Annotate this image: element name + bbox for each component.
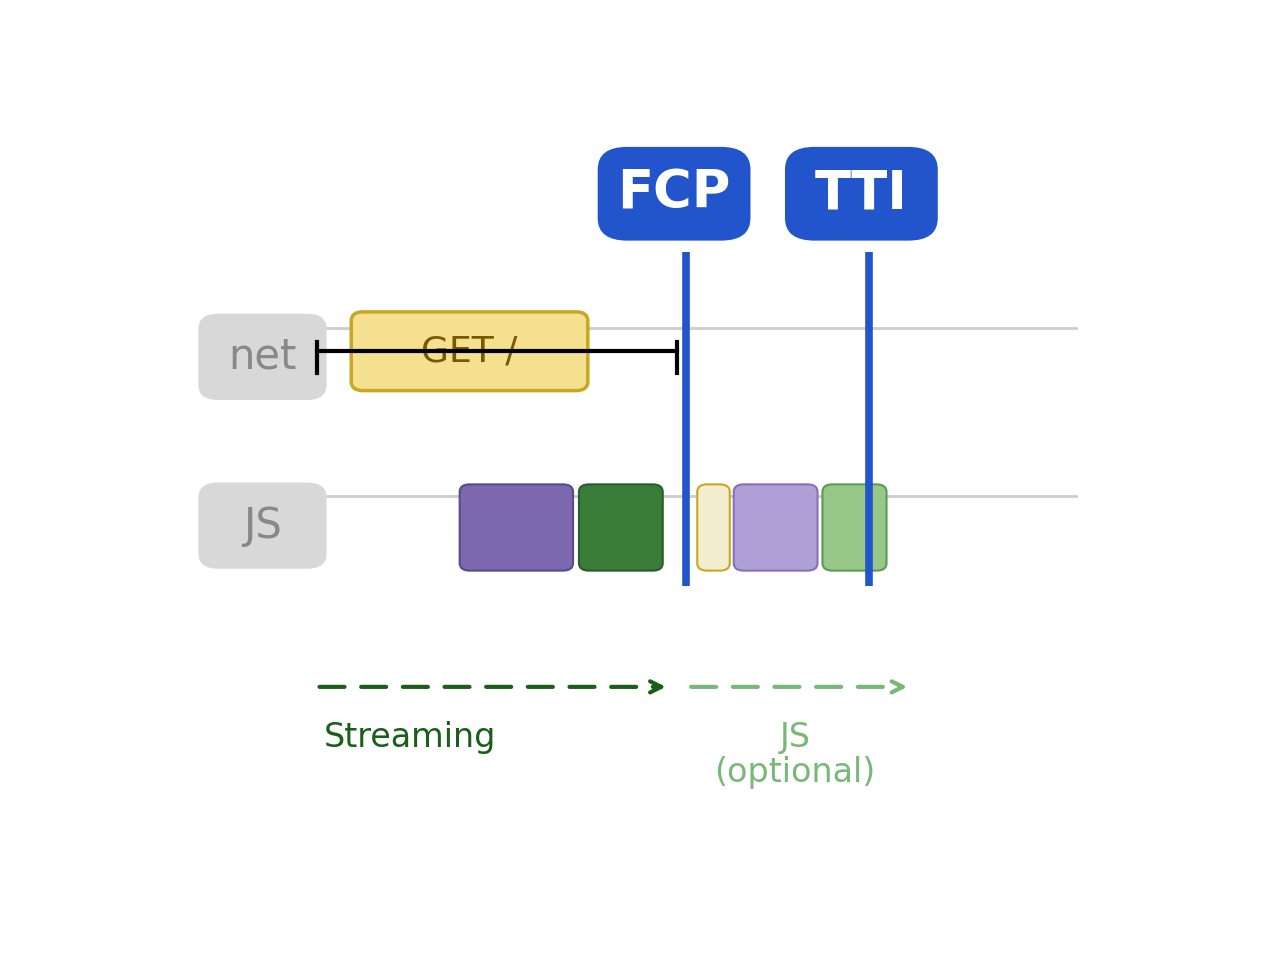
Text: Streaming: Streaming	[324, 721, 496, 754]
FancyBboxPatch shape	[823, 484, 887, 571]
FancyBboxPatch shape	[734, 484, 818, 571]
FancyBboxPatch shape	[785, 147, 937, 241]
Text: FCP: FCP	[617, 168, 731, 220]
FancyBboxPatch shape	[697, 484, 730, 571]
Text: net: net	[228, 336, 296, 378]
FancyBboxPatch shape	[598, 147, 750, 241]
Text: JS: JS	[243, 505, 282, 546]
FancyBboxPatch shape	[459, 484, 572, 571]
FancyBboxPatch shape	[198, 482, 327, 569]
FancyBboxPatch shape	[579, 484, 663, 571]
FancyBboxPatch shape	[351, 312, 588, 391]
Text: JS: JS	[780, 721, 810, 754]
FancyBboxPatch shape	[198, 314, 327, 400]
Text: (optional): (optional)	[714, 756, 875, 789]
Text: TTI: TTI	[815, 168, 908, 220]
Text: GET /: GET /	[421, 334, 518, 368]
